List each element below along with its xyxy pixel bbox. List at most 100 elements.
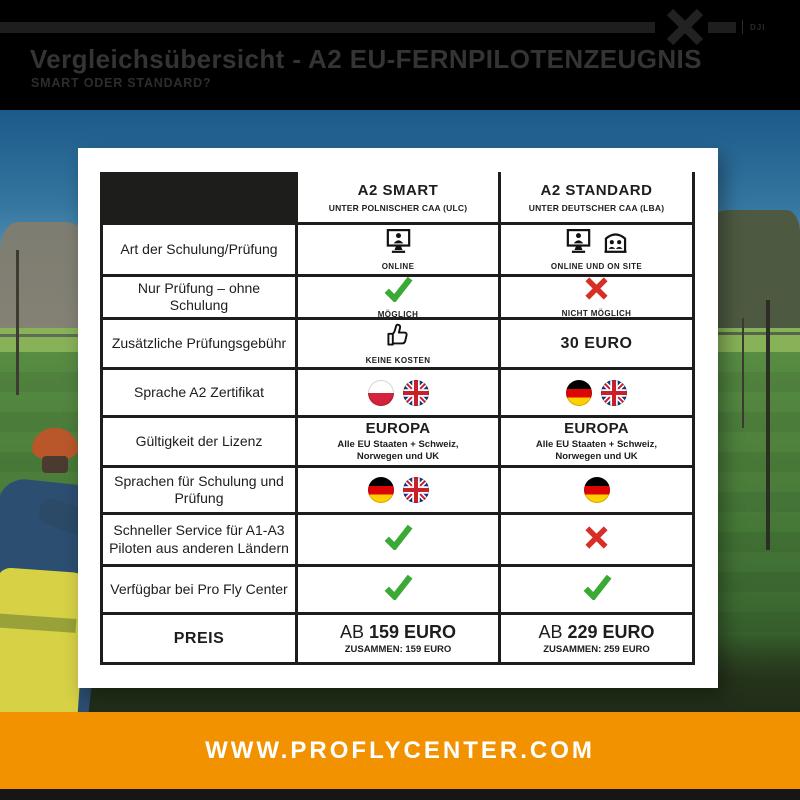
cell-flags: [566, 379, 627, 406]
row-label: PREIS: [173, 629, 225, 647]
cell-subtitle: Alle EU Staaten + Schweiz, Norwegen und …: [535, 438, 658, 462]
profly-x-logo-icon: [664, 8, 706, 46]
comparison-card: A2 SMART UNTER POLNISCHER CAA (ULC) A2 S…: [78, 148, 718, 688]
green-check-icon: [582, 574, 612, 605]
cell-icons: [385, 228, 412, 259]
pilot-hivis-vest: [0, 567, 88, 733]
cell-caption: ONLINE UND ON SITE: [550, 261, 643, 271]
poland-flag-icon: [367, 379, 394, 406]
a2-smart-cell: [298, 468, 498, 512]
cell-title: EUROPA: [564, 419, 629, 437]
page-title: Vergleichsübersicht - A2 EU-FERNPILOTENZ…: [30, 44, 702, 74]
uk-flag-icon: [601, 379, 627, 406]
thumbs-up-icon: [386, 322, 410, 353]
price-value: AB 159 EURO: [339, 622, 457, 642]
a2-smart-cell: [298, 567, 498, 612]
header-rule-bar: [0, 22, 655, 33]
photo-pole-right: [766, 300, 770, 550]
photo-fence-rail-left: [0, 334, 82, 337]
row-label-cell: Schneller Service für A1-A3 Piloten aus …: [103, 515, 295, 564]
price-subtext: ZUSAMMEN: 159 EURO: [344, 644, 452, 655]
germany-flag-icon: [367, 477, 394, 503]
row-label: Verfügbar bei Pro Fly Center: [110, 580, 288, 597]
cell-caption: KEINE KOSTEN: [365, 356, 431, 365]
a2-smart-cell: ONLINE: [298, 225, 498, 274]
top-header: DJI Vergleichsübersicht - A2 EU-FERNPILO…: [0, 0, 800, 110]
cell-caption: ONLINE: [381, 261, 415, 271]
row-label: Sprachen für Schulung und Prüfung: [114, 472, 284, 507]
a2-standard-cell: AB 229 EURO ZUSAMMEN: 259 EURO: [501, 615, 692, 662]
a2-smart-cell: KEINE KOSTEN: [298, 320, 498, 367]
pilot-beanie: [32, 428, 78, 460]
cell-flags: [367, 379, 429, 406]
germany-flag-icon: [583, 477, 610, 503]
green-check-icon: [383, 524, 413, 555]
header-rule-bar-segment: [708, 22, 736, 33]
row-label: Schneller Service für A1-A3 Piloten aus …: [109, 522, 289, 556]
row-label: Zusätzliche Prüfungsgebühr: [111, 334, 287, 351]
cell-flags: [583, 477, 610, 503]
a2-standard-cell: [501, 468, 692, 512]
monitor-user-icon: [565, 228, 592, 259]
uk-flag-icon: [402, 379, 429, 406]
price-subtext: ZUSAMMEN: 259 EURO: [543, 644, 650, 655]
photo-pole-right-2: [742, 318, 744, 428]
column-title: A2 STANDARD: [540, 181, 653, 199]
a2-smart-cell: [298, 515, 498, 564]
row-label-cell: Verfügbar bei Pro Fly Center: [103, 567, 295, 612]
a2-standard-cell: ONLINE UND ON SITE: [501, 225, 692, 274]
cell-subtitle: Alle EU Staaten + Schweiz, Norwegen und …: [337, 438, 459, 462]
cell-caption: NICHT MÖGLICH: [561, 309, 632, 318]
monitor-user-icon: [385, 228, 412, 259]
cell-flags: [367, 477, 429, 503]
cell-icons: [383, 276, 413, 307]
row-label: Art der Schulung/Prüfung: [120, 240, 278, 257]
a2-smart-cell: EUROPA Alle EU Staaten + Schweiz, Norwege…: [298, 418, 498, 465]
website-url: WWW.PROFLYCENTER.COM: [205, 736, 595, 764]
row-label-cell: Zusätzliche Prüfungsgebühr: [103, 320, 295, 367]
photo-fence-rail-right: [714, 332, 800, 335]
column-subtitle: UNTER DEUTSCHER CAA (LBA): [528, 202, 665, 213]
green-check-icon: [383, 574, 413, 605]
a2-standard-cell: [501, 370, 692, 415]
logo-divider: [742, 20, 743, 34]
cell-icons: [582, 574, 612, 605]
column-header-a2-standard: A2 STANDARD UNTER DEUTSCHER CAA (LBA): [501, 172, 692, 222]
footer-bar: WWW.PROFLYCENTER.COM: [0, 712, 800, 789]
a2-standard-cell: [501, 515, 692, 564]
cell-value: 30 EURO: [560, 334, 633, 352]
a2-smart-cell: AB 159 EURO ZUSAMMEN: 159 EURO: [298, 615, 498, 662]
row-label-cell: Sprachen für Schulung und Prüfung: [103, 468, 295, 512]
cell-icons: [383, 574, 413, 605]
pilot-face: [42, 456, 68, 473]
row-label: Gültigkeit der Lizenz: [135, 432, 263, 449]
row-label: Nur Prüfung – ohne Schulung: [137, 279, 261, 314]
cell-icons: [584, 525, 609, 555]
cell-icons: [386, 322, 410, 353]
row-label-cell: Sprache A2 Zertifikat: [103, 370, 295, 415]
red-cross-icon: [584, 525, 609, 555]
row-label-cell: PREIS: [103, 615, 295, 662]
price-value: AB 229 EURO: [538, 622, 655, 642]
comparison-table: A2 SMART UNTER POLNISCHER CAA (ULC) A2 S…: [100, 172, 695, 665]
cell-icons: [383, 524, 413, 555]
column-header-a2-smart: A2 SMART UNTER POLNISCHER CAA (ULC): [298, 172, 498, 222]
uk-flag-icon: [402, 477, 429, 503]
column-title: A2 SMART: [357, 181, 439, 199]
row-label-cell: Nur Prüfung – ohne Schulung: [103, 277, 295, 317]
bottom-strip: [0, 789, 800, 800]
a2-standard-cell: EUROPA Alle EU Staaten + Schweiz, Norwege…: [501, 418, 692, 465]
a2-smart-cell: [298, 370, 498, 415]
table-corner-cell: [103, 172, 295, 222]
dji-partner-logo: DJI: [750, 23, 766, 32]
building-users-icon: [602, 229, 629, 259]
row-label: Sprache A2 Zertifikat: [134, 383, 264, 400]
cell-icons: [584, 276, 609, 306]
a2-standard-cell: 30 EURO: [501, 320, 692, 367]
a2-standard-cell: NICHT MÖGLICH: [501, 276, 692, 318]
row-label-cell: Art der Schulung/Prüfung: [103, 225, 295, 274]
cell-title: EUROPA: [365, 419, 431, 437]
row-label-cell: Gültigkeit der Lizenz: [103, 418, 295, 465]
photo-drone-pilot: [0, 420, 160, 733]
